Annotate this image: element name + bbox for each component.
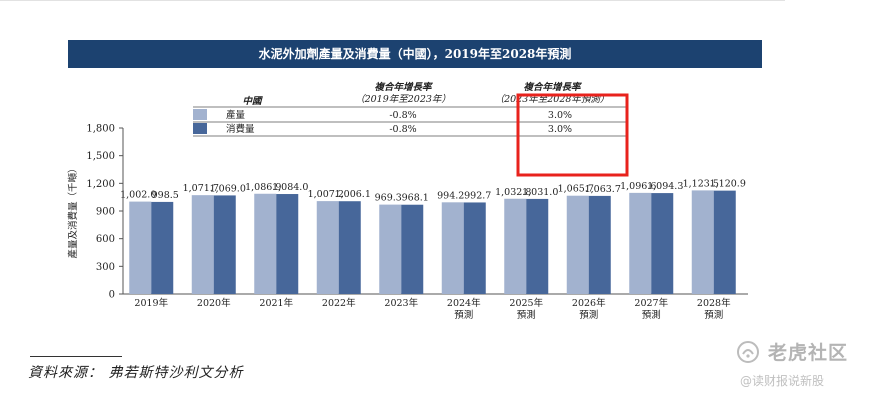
watermark-handle: @读财报说新股: [740, 374, 825, 388]
bar-consumption: [213, 195, 236, 294]
x-tick-label: 預測: [579, 309, 598, 321]
bar-chart: 0 300 600 900 1,200 1,500 1,800 產量及消費量（千噸） 2019年…: [67, 81, 748, 321]
x-tick-label: 預測: [642, 309, 661, 321]
bar-value-label: 1,002.0: [120, 190, 156, 201]
tiger-paw-icon: [737, 341, 759, 363]
bar-consumption: [588, 195, 611, 294]
legend-series-label: 產量: [226, 109, 246, 121]
bar-consumption: [151, 201, 174, 294]
top-divider: [0, 0, 785, 1]
bar-production: [191, 195, 214, 294]
bar-value-label: 1,031.0: [522, 187, 558, 198]
legend-col-header: 複合年增長率: [374, 81, 433, 93]
bar-consumption: [276, 194, 299, 294]
y-tick-label: 300: [96, 262, 115, 273]
legend-row-header: 中國: [242, 95, 263, 107]
y-tick-label: 1,500: [86, 151, 115, 162]
legend-col-header: （2019年至2023年）: [355, 93, 451, 105]
y-tick-label: 1,800: [86, 124, 115, 135]
x-tick-label: 預測: [454, 309, 473, 321]
x-tick-label: 2024年: [447, 297, 481, 309]
x-tick-label: 2026年: [572, 297, 606, 309]
bar-production: [254, 193, 277, 294]
x-tick-label: 2021年: [259, 297, 293, 309]
watermark: 老虎社区 @读财报说新股: [734, 338, 874, 398]
bar-value-label: 1,065.7: [558, 184, 594, 195]
x-tick-label: 2027年: [634, 297, 668, 309]
x-tick-label: 2020年: [197, 297, 231, 309]
x-tick-label: 2022年: [322, 297, 356, 309]
bar-value-label: 1,032.8: [495, 187, 531, 198]
y-tick-label: 0: [109, 290, 115, 301]
bar-consumption: [338, 201, 361, 294]
bar-value-label: 1,007.2: [308, 189, 344, 200]
legend-table: 中國複合年增長率（2019年至2023年）複合年增長率（2023年至2028年預…: [193, 81, 629, 177]
bar-value-label: 1,006.1: [335, 189, 371, 200]
x-tick-label: 2023年: [384, 297, 418, 309]
x-tick-label: 2025年: [509, 297, 543, 309]
bar-value-label: 1,094.3: [647, 181, 683, 192]
bar-value-label: 992.7: [464, 190, 491, 201]
cagr-2019-2023-value: -0.8%: [389, 124, 416, 135]
bar-consumption: [463, 202, 486, 294]
x-tick-label: 預測: [704, 309, 723, 321]
legend-col-header: 複合年增長率: [523, 81, 582, 93]
cagr-2023-2028-value: 3.0%: [548, 110, 572, 121]
bar-production: [129, 201, 152, 294]
bar-consumption: [526, 198, 549, 294]
bar-consumption: [651, 193, 674, 294]
bar-production: [566, 195, 589, 294]
bar-consumption: [713, 190, 736, 294]
y-axis-title: 產量及消費量（千噸）: [67, 163, 79, 258]
x-tick-label: 2028年: [697, 297, 731, 309]
bar-production: [441, 202, 464, 294]
bar-value-label: 1,120.9: [710, 179, 746, 190]
bar-value-label: 1,096.6: [620, 181, 656, 192]
bar-value-label: 998.5: [152, 190, 179, 201]
bar-value-label: 1,123.5: [683, 178, 719, 189]
cagr-2019-2023-value: -0.8%: [389, 110, 416, 121]
bar-value-label: 994.2: [437, 190, 464, 201]
x-tick-label: 預測: [517, 309, 536, 321]
y-tick-label: 600: [96, 234, 115, 245]
cagr-2023-2028-value: 3.0%: [548, 124, 572, 135]
legend-swatch-consumption: [193, 123, 207, 134]
bar-production: [504, 198, 527, 294]
bar-production: [629, 192, 652, 294]
bar-production: [379, 204, 402, 294]
y-tick-label: 900: [96, 207, 115, 218]
bar-production: [316, 201, 339, 294]
legend-swatch-production: [193, 109, 207, 120]
bar-value-label: 969.3: [375, 193, 402, 204]
legend-series-label: 消費量: [226, 123, 255, 135]
y-tick-label: 1,200: [86, 179, 115, 190]
source-note: 資料來源： 弗若斯特沙利文分析: [28, 365, 244, 381]
watermark-brand: 老虎社区: [768, 342, 849, 364]
chart-title: 水泥外加劑產量及消費量（中國），2019年至2028年預測: [68, 40, 762, 68]
bar-value-label: 968.1: [402, 193, 429, 204]
bar-value-label: 1,069.0: [210, 183, 246, 194]
bar-value-label: 1,071.7: [183, 183, 219, 194]
bar-production: [691, 190, 714, 294]
bar-value-label: 1,086.9: [245, 182, 281, 193]
x-tick-label: 2019年: [134, 297, 168, 309]
source-divider: [30, 356, 122, 357]
bar-value-label: 1,084.0: [272, 182, 308, 193]
highlight-box: [516, 93, 629, 177]
bar-value-label: 1,063.7: [585, 184, 621, 195]
bar-consumption: [401, 204, 424, 294]
